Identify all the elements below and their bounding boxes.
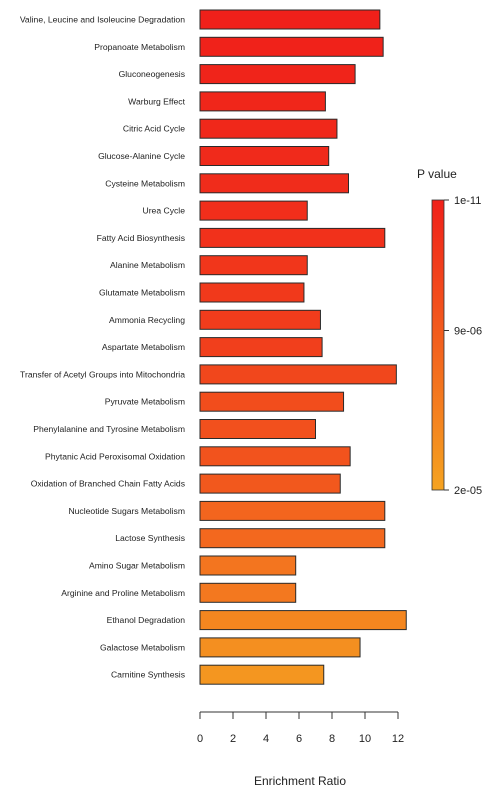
bar xyxy=(199,528,386,549)
p-value-legend: P value 1e-11 9e-06 2e-05 xyxy=(417,167,482,497)
bar xyxy=(199,9,381,30)
category-label: Propanoate Metabolism xyxy=(94,42,185,52)
category-label: Lactose Synthesis xyxy=(115,533,185,543)
bar xyxy=(199,582,297,603)
x-axis-tick-label: 12 xyxy=(392,733,404,745)
bar xyxy=(199,282,305,303)
category-label: Glucose-Alanine Cycle xyxy=(98,151,185,161)
category-label: Nucleotide Sugars Metabolism xyxy=(68,506,185,516)
category-label: Carnitine Synthesis xyxy=(111,670,185,680)
bar xyxy=(199,610,407,631)
bar xyxy=(199,391,345,412)
bar xyxy=(199,664,325,685)
category-label: Phenylalanine and Tyrosine Metabolism xyxy=(33,424,185,434)
bar xyxy=(199,200,308,221)
category-label: Arginine and Proline Metabolism xyxy=(61,588,185,598)
category-label: Cysteine Metabolism xyxy=(105,178,185,188)
category-label: Fatty Acid Biosynthesis xyxy=(97,233,185,243)
x-axis-tick-label: 6 xyxy=(296,733,302,745)
legend-tick-label: 1e-11 xyxy=(454,195,481,207)
category-label: Ammonia Recycling xyxy=(109,315,185,325)
bar xyxy=(199,473,341,494)
bar xyxy=(199,36,384,57)
bar xyxy=(199,255,308,276)
x-axis: 0 2 4 6 8 10 12 xyxy=(197,711,404,745)
bar xyxy=(199,419,316,439)
legend-title: P value xyxy=(417,167,457,181)
bar xyxy=(199,146,330,166)
legend-color-bar xyxy=(431,199,445,491)
category-label: Phytanic Acid Peroxisomal Oxidation xyxy=(45,451,185,461)
category-label: Oxidation of Branched Chain Fatty Acids xyxy=(31,479,185,489)
bar xyxy=(199,64,356,85)
category-label: Transfer of Acetyl Groups into Mitochond… xyxy=(20,369,185,379)
x-axis-title: Enrichment Ratio xyxy=(254,774,346,788)
legend-ticks: 1e-11 9e-06 2e-05 xyxy=(444,195,482,497)
bar xyxy=(199,118,338,139)
bars-group xyxy=(199,9,407,685)
category-label: Alanine Metabolism xyxy=(110,260,185,270)
category-label: Galactose Metabolism xyxy=(100,642,185,652)
category-label: Gluconeogenesis xyxy=(119,69,185,79)
bar xyxy=(199,446,351,467)
category-label: Warburg Effect xyxy=(128,96,185,106)
bar xyxy=(199,227,386,248)
category-label: Pyruvate Metabolism xyxy=(105,397,185,407)
category-labels: Valine, Leucine and Isoleucine Degradati… xyxy=(20,15,186,680)
bar xyxy=(199,555,297,576)
x-axis-tick-label: 10 xyxy=(359,733,371,745)
category-label: Aspartate Metabolism xyxy=(102,342,185,352)
x-axis-tick-label: 8 xyxy=(329,733,335,745)
category-label: Amino Sugar Metabolism xyxy=(89,561,185,571)
x-axis-tick-label: 4 xyxy=(263,733,269,745)
category-label: Valine, Leucine and Isoleucine Degradati… xyxy=(20,15,185,25)
bar xyxy=(199,364,397,385)
bar xyxy=(199,173,349,194)
legend-tick-label: 9e-06 xyxy=(454,325,482,337)
category-label: Glutamate Metabolism xyxy=(99,288,185,298)
bar xyxy=(199,500,386,521)
bar xyxy=(199,91,326,112)
category-label: Citric Acid Cycle xyxy=(123,124,185,134)
bar xyxy=(199,337,323,358)
bar xyxy=(199,637,361,658)
x-axis-tick-label: 0 xyxy=(197,733,203,745)
legend-tick-label: 2e-05 xyxy=(454,485,482,497)
bar xyxy=(199,309,321,330)
category-label: Urea Cycle xyxy=(142,206,185,216)
x-axis-tick-label: 2 xyxy=(230,733,236,745)
category-label: Ethanol Degradation xyxy=(107,615,186,625)
